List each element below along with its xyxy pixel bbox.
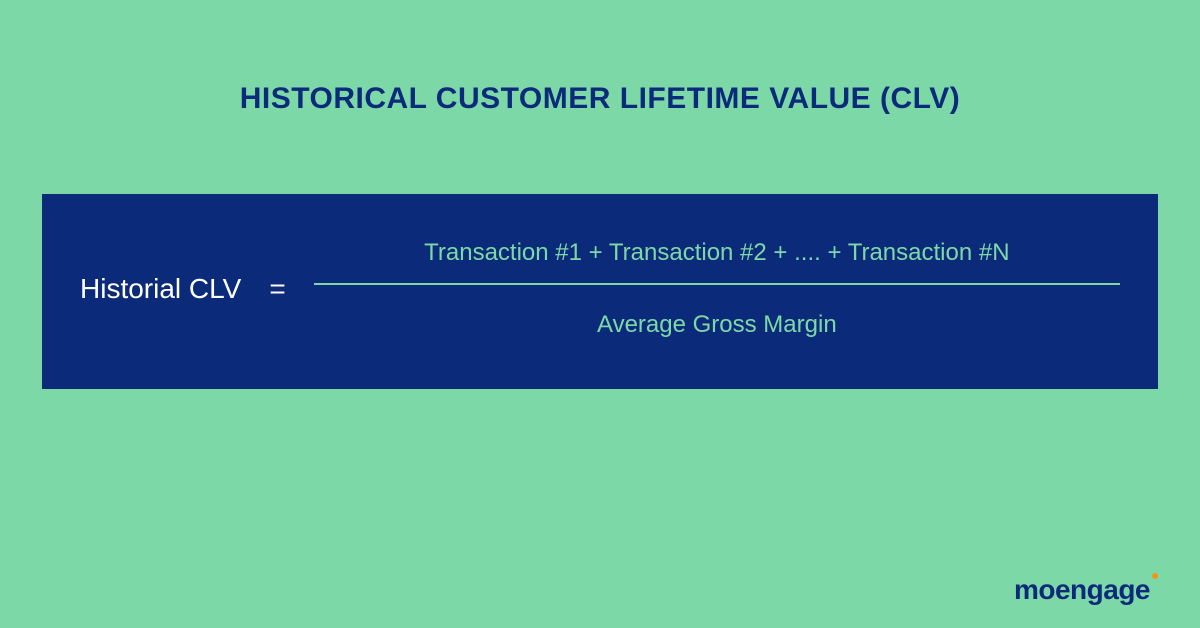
- numerator: Transaction #1 + Transaction #2 + .... +…: [424, 239, 1009, 283]
- equals-sign: =: [269, 273, 285, 305]
- logo-dot-icon: [1152, 573, 1158, 579]
- logo-text: moengage: [1014, 574, 1150, 606]
- denominator: Average Gross Margin: [597, 285, 837, 339]
- fraction: Transaction #1 + Transaction #2 + .... +…: [314, 239, 1120, 339]
- page-title: HISTORICAL CUSTOMER LIFETIME VALUE (CLV): [0, 0, 1200, 116]
- brand-logo: moengage: [1014, 574, 1158, 606]
- formula-box: Historial CLV = Transaction #1 + Transac…: [42, 194, 1158, 389]
- formula-label: Historial CLV: [80, 273, 241, 305]
